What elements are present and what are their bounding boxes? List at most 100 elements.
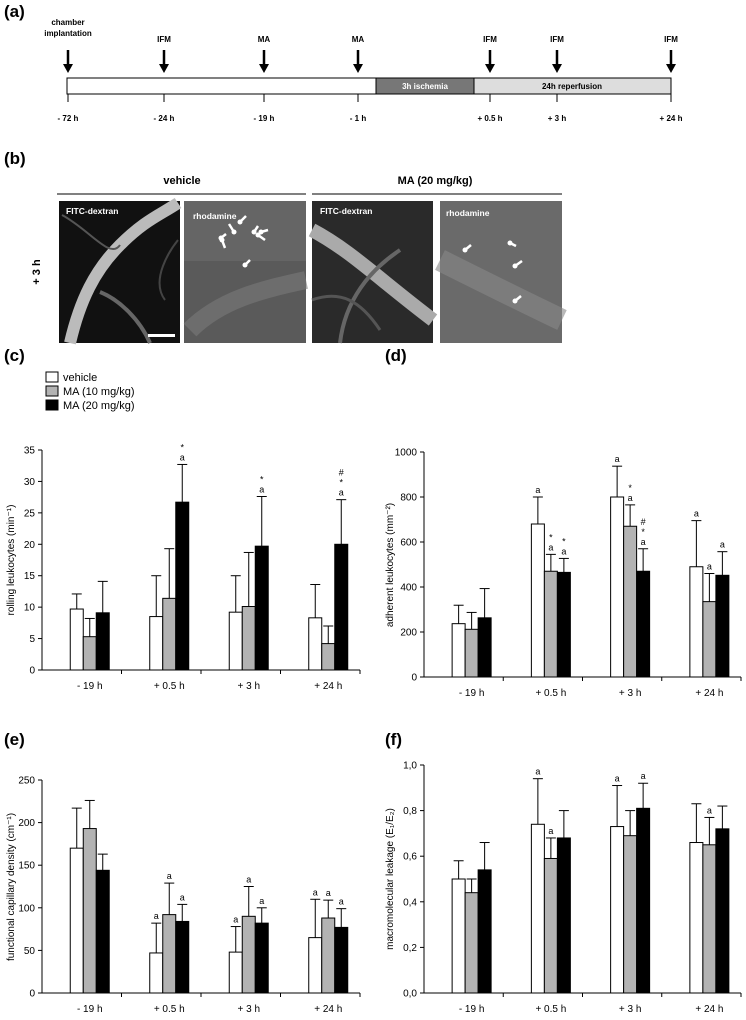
timeline-event-label: chamber xyxy=(51,18,84,27)
bar xyxy=(702,844,717,994)
bar xyxy=(623,525,638,678)
significance-mark: a xyxy=(615,454,620,464)
x-tick-label: + 0.5 h xyxy=(535,1004,566,1015)
arrow-head-icon xyxy=(512,298,518,304)
time-row-label: + 3 h xyxy=(31,259,43,285)
panel-label-c: (c) xyxy=(4,346,25,365)
significance-mark: a xyxy=(246,875,251,885)
y-tick-label: 0 xyxy=(29,989,35,1000)
bar xyxy=(715,574,730,678)
micrographs: vehicle MA (20 mg/kg) + 3 h FITC-dextran… xyxy=(31,175,567,345)
micrograph-label-4: rhodamine xyxy=(446,208,490,218)
timeline-time-label: - 1 h xyxy=(350,114,367,123)
legend-label-ma10: MA (10 mg/kg) xyxy=(63,386,135,398)
y-tick-label: 5 xyxy=(29,634,35,645)
bar xyxy=(451,878,466,994)
significance-mark: a xyxy=(628,493,633,503)
y-tick-label: 200 xyxy=(18,818,35,829)
micrograph-label-1: FITC-dextran xyxy=(66,206,118,216)
y-tick-label: 1000 xyxy=(395,448,418,459)
bar xyxy=(477,869,492,994)
chart-c: 0 5 10 15 20 25 30 35 rolling leukocytes (min⁻¹)… xyxy=(6,442,361,692)
timeline: 3h ischemia 24h reperfusion chamber impla… xyxy=(44,18,682,123)
timeline-event-label: IFM xyxy=(550,35,564,44)
significance-mark: a xyxy=(259,896,264,906)
arrow-head-icon xyxy=(258,229,264,235)
significance-mark: * xyxy=(339,478,343,488)
y-tick-label: 0 xyxy=(29,666,35,677)
bar xyxy=(321,917,336,994)
significance-mark: a xyxy=(313,887,318,897)
x-tick-label: + 24 h xyxy=(695,688,723,699)
timeline-event-label: MA xyxy=(258,35,271,44)
y-axis-label: macromolecular leakage (E₁/E₂) xyxy=(385,808,396,950)
micrograph-ma-rhodamine xyxy=(435,201,567,343)
arrow-head-icon xyxy=(63,64,73,73)
timeline-event-label: IFM xyxy=(483,35,497,44)
micrograph-vehicle-rhodamine xyxy=(183,201,308,343)
bar xyxy=(543,857,558,994)
significance-mark: a xyxy=(154,911,159,921)
significance-mark: a xyxy=(720,540,725,550)
chart-e: 0 50 100 150 200 250 functional capillary dens… xyxy=(6,776,361,1015)
group-label-vehicle: vehicle xyxy=(163,175,200,187)
y-tick-label: 50 xyxy=(24,946,36,957)
significance-mark: * xyxy=(180,442,184,452)
x-tick-label: + 3 h xyxy=(619,688,642,699)
bar xyxy=(254,922,269,994)
x-tick-label: + 24 h xyxy=(695,1004,723,1015)
x-tick-label: + 24 h xyxy=(314,1004,342,1015)
significance-mark: # xyxy=(641,517,646,527)
bar xyxy=(334,543,349,671)
panel-label-d: (d) xyxy=(385,346,407,365)
arrow-head-icon xyxy=(242,262,248,268)
bar xyxy=(321,643,336,671)
bar xyxy=(477,617,492,678)
timeline-event: MA - 19 h xyxy=(254,35,275,123)
arrow-head-icon xyxy=(552,64,562,73)
chart-f: 0,0 0,2 0,4 0,6 0,8 1,0 macromolecular leakage… xyxy=(385,761,742,1015)
bar xyxy=(69,847,84,994)
significance-mark: a xyxy=(167,871,172,881)
bar xyxy=(95,612,110,671)
bar xyxy=(162,597,177,671)
timeline-event: IFM - 24 h xyxy=(154,35,175,123)
y-tick-label: 35 xyxy=(24,446,36,457)
bar xyxy=(689,566,704,678)
significance-mark: a xyxy=(641,771,646,781)
timeline-time-label: + 3 h xyxy=(548,114,567,123)
panel-label-a: (a) xyxy=(4,2,25,21)
y-tick-label: 250 xyxy=(18,776,35,787)
timeline-time-label: - 19 h xyxy=(254,114,275,123)
bar xyxy=(530,523,545,678)
y-tick-label: 0,6 xyxy=(403,852,417,863)
micrograph-label-2: rhodamine xyxy=(193,211,237,221)
bar xyxy=(95,869,110,994)
y-tick-label: 0 xyxy=(411,673,417,684)
bar xyxy=(610,496,625,678)
bar xyxy=(69,608,84,671)
bar xyxy=(334,926,349,994)
significance-mark: * xyxy=(562,536,566,546)
significance-mark: a xyxy=(233,915,238,925)
y-tick-label: 0,0 xyxy=(403,989,417,1000)
arrow-head-icon xyxy=(237,219,243,225)
arrow-head-icon xyxy=(231,229,237,235)
timeline-time-label: + 0.5 h xyxy=(477,114,502,123)
significance-mark: * xyxy=(260,475,264,485)
significance-mark: a xyxy=(535,485,540,495)
ischemia-label: 3h ischemia xyxy=(402,82,448,91)
y-tick-label: 0,8 xyxy=(403,806,417,817)
x-tick-label: + 3 h xyxy=(237,1004,260,1015)
bar xyxy=(464,892,479,994)
arrow-head-icon xyxy=(485,64,495,73)
chart-d: 0 200 400 600 800 1000 adherent leukocytes (mm… xyxy=(385,448,742,699)
significance-mark: a xyxy=(615,774,620,784)
significance-mark: a xyxy=(326,888,331,898)
micrograph-ma-fitc xyxy=(308,201,438,344)
x-tick-label: - 19 h xyxy=(77,681,103,692)
bar xyxy=(241,915,256,994)
bar xyxy=(308,617,323,671)
y-tick-label: 1,0 xyxy=(403,761,417,772)
